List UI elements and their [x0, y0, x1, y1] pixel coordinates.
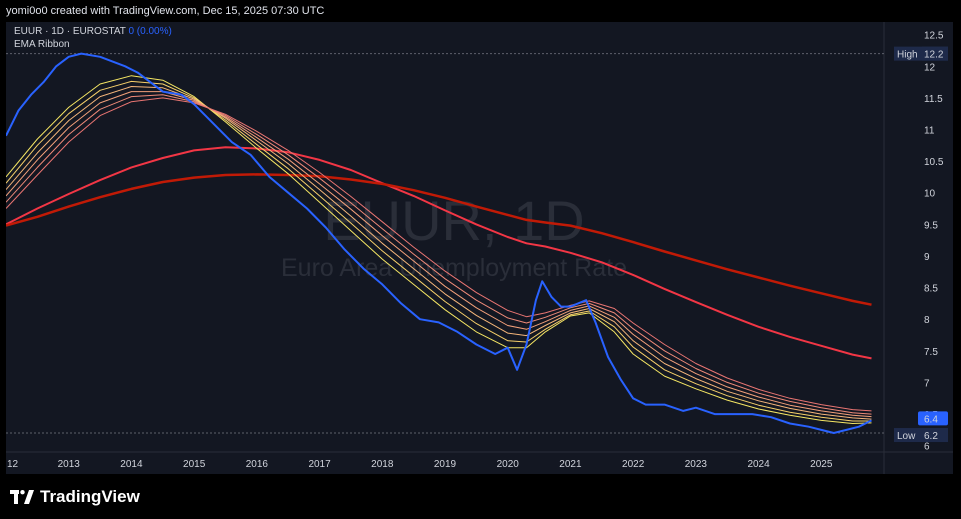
attribution-text: yomi0o0 created with TradingView.com, De…: [6, 5, 325, 17]
x-tick-label: 2014: [120, 459, 143, 470]
symbol-title: EUUR · 1D · EUROSTAT: [14, 26, 126, 37]
y-tick-label: 8: [924, 315, 930, 326]
x-tick-label: 2016: [246, 459, 269, 470]
y-tick-label: 10.5: [924, 157, 944, 168]
last-price-badge-bg: [918, 411, 948, 426]
ema-line-ema-3: [6, 86, 872, 420]
x-tick-label: 2017: [308, 459, 331, 470]
price-axis-background: [884, 22, 953, 474]
y-tick-label: 12: [924, 62, 936, 73]
ema-line-ema-8: [6, 173, 872, 306]
y-tick-label: 6: [924, 442, 930, 453]
y-tick-label: 11: [924, 126, 935, 137]
y-tick-label: 7: [924, 378, 930, 389]
indicator-legend[interactable]: EMA Ribbon: [14, 39, 70, 50]
low-badge-value: 6.2: [924, 431, 938, 442]
tradingview-brand[interactable]: TradingView: [10, 487, 140, 507]
ema-line-ema-1: [6, 75, 872, 424]
y-tick-label: 9: [924, 252, 930, 263]
price-line: [6, 52, 872, 434]
ema-line-ema-5: [6, 94, 872, 415]
watermark-symbol: EUUR, 1D: [323, 189, 584, 252]
symbol-legend[interactable]: EUUR · 1D · EUROSTAT 0 (0.00%): [14, 26, 172, 37]
last-price-badge-value: 6.4: [924, 414, 938, 425]
ema-line-ema-6: [6, 97, 872, 412]
x-tick-label: 2025: [810, 459, 833, 470]
plot-background: [6, 22, 884, 452]
price-change: 0 (0.00%): [128, 26, 172, 37]
high-badge-label: High: [897, 50, 918, 61]
indicator-title: EMA Ribbon: [14, 39, 70, 50]
footer: [0, 474, 961, 519]
y-tick-label: 10: [924, 189, 936, 200]
x-tick-label: 12: [7, 459, 19, 470]
x-tick-label: 2024: [747, 459, 770, 470]
ema-line-ema-2: [6, 80, 872, 422]
y-tick-label: 12.5: [924, 31, 944, 42]
ema-line-ema-7: [6, 146, 872, 360]
x-tick-label: 2020: [497, 459, 520, 470]
x-tick-label: 2018: [371, 459, 394, 470]
x-tick-label: 2023: [685, 459, 708, 470]
x-tick-label: 2015: [183, 459, 206, 470]
x-tick-label: 2022: [622, 459, 645, 470]
tradingview-logo-icon: [10, 490, 34, 504]
x-tick-label: 2021: [559, 459, 582, 470]
y-tick-label: 8.5: [924, 284, 938, 295]
x-tick-label: 2019: [434, 459, 457, 470]
brand-name: TradingView: [40, 487, 140, 506]
y-tick-label: 7.5: [924, 347, 938, 358]
y-tick-label: 11.5: [924, 94, 943, 105]
high-badge-value: 12.2: [924, 50, 944, 61]
x-tick-label: 2013: [58, 459, 81, 470]
attribution-bar: yomi0o0 created with TradingView.com, De…: [0, 0, 961, 22]
y-tick-label: 9.5: [924, 220, 938, 231]
low-badge-value-bg: [922, 428, 948, 443]
high-badge-value-bg: [922, 46, 948, 61]
low-badge-label: Low: [897, 431, 916, 442]
time-axis-background: [6, 452, 884, 474]
